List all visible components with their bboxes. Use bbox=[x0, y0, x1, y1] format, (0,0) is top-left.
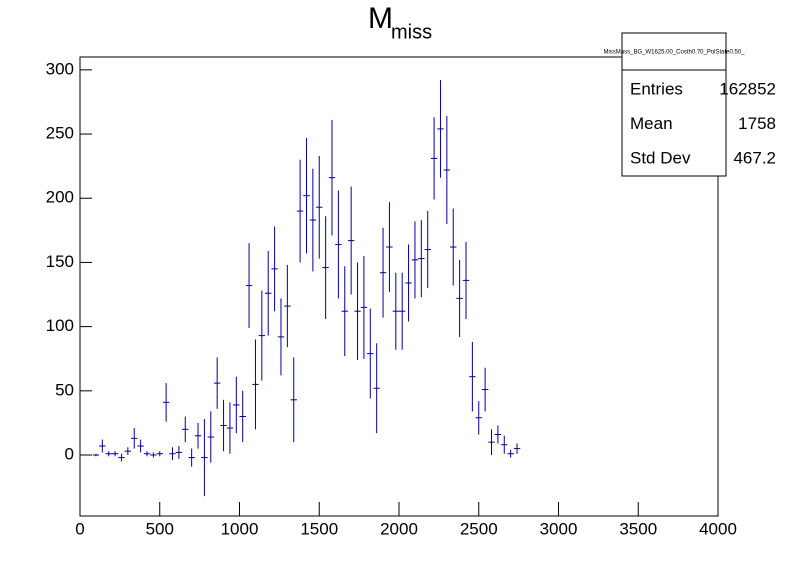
y-tick-label: 200 bbox=[46, 188, 74, 207]
stats-value: 467.2 bbox=[733, 148, 776, 167]
y-tick-label: 0 bbox=[65, 444, 74, 463]
x-tick-label: 1500 bbox=[300, 519, 338, 538]
y-tick-label: 250 bbox=[46, 124, 74, 143]
stats-label: Entries bbox=[630, 79, 683, 98]
y-tick-label: 50 bbox=[55, 380, 74, 399]
x-tick-label: 500 bbox=[146, 519, 174, 538]
stats-label: Mean bbox=[630, 114, 673, 133]
y-tick-label: 100 bbox=[46, 316, 74, 335]
y-tick-label: 300 bbox=[46, 59, 74, 78]
chart-title-subscript: miss bbox=[391, 21, 432, 43]
stats-label: Std Dev bbox=[630, 148, 691, 167]
stats-value: 1758 bbox=[738, 114, 776, 133]
stats-title: MissMass_BG_W1625.00_Costh0.70_PolState0… bbox=[603, 50, 745, 56]
stats-box bbox=[621, 32, 727, 177]
x-tick-label: 2000 bbox=[380, 519, 418, 538]
x-tick-label: 0 bbox=[75, 519, 84, 538]
x-tick-label: 3000 bbox=[540, 519, 578, 538]
chart-title: M bbox=[368, 2, 393, 35]
x-tick-label: 4000 bbox=[699, 519, 737, 538]
stats-value: 162852 bbox=[719, 79, 776, 98]
x-tick-label: 2500 bbox=[460, 519, 498, 538]
x-tick-label: 1000 bbox=[221, 519, 259, 538]
x-tick-label: 3500 bbox=[619, 519, 657, 538]
y-tick-label: 150 bbox=[46, 252, 74, 271]
